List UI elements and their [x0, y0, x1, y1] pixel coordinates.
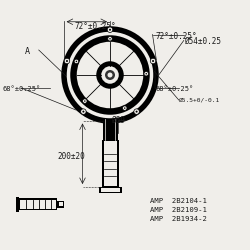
Circle shape [82, 99, 87, 103]
Circle shape [108, 36, 112, 41]
Text: 72°±0.25°: 72°±0.25° [155, 32, 196, 41]
Bar [19, 198, 58, 210]
Bar [16, 197, 19, 212]
Circle shape [134, 109, 139, 114]
Text: 72°±0.25°: 72°±0.25° [74, 22, 116, 31]
Circle shape [152, 60, 154, 62]
Text: 68°±0.25°: 68°±0.25° [2, 86, 41, 92]
Circle shape [81, 109, 86, 114]
Circle shape [150, 58, 156, 64]
Circle shape [109, 29, 111, 31]
Text: AMP  2B2104-1: AMP 2B2104-1 [150, 198, 207, 204]
Text: 200±20: 200±20 [58, 152, 85, 161]
Circle shape [124, 107, 126, 109]
Bar [104, 141, 117, 186]
Circle shape [107, 27, 113, 32]
Circle shape [96, 61, 124, 89]
Circle shape [67, 32, 153, 118]
Bar [100, 188, 119, 192]
Bar [58, 201, 64, 207]
Circle shape [108, 72, 112, 78]
Circle shape [82, 110, 84, 112]
Bar [20, 200, 56, 208]
Circle shape [109, 38, 111, 40]
Circle shape [136, 110, 138, 112]
Text: Ø69: Ø69 [110, 116, 124, 125]
Circle shape [122, 106, 127, 110]
Bar [58, 202, 62, 206]
Bar [102, 140, 118, 187]
Circle shape [144, 72, 148, 76]
Circle shape [105, 70, 115, 80]
Text: AMP  2B2109-1: AMP 2B2109-1 [150, 207, 207, 213]
Circle shape [146, 73, 147, 74]
Circle shape [74, 59, 79, 64]
Circle shape [64, 58, 70, 64]
Circle shape [61, 26, 159, 124]
Circle shape [77, 42, 143, 108]
Circle shape [76, 61, 77, 62]
Bar [102, 119, 118, 140]
Bar [98, 187, 122, 193]
Circle shape [66, 60, 68, 62]
Circle shape [84, 100, 86, 102]
Text: AMP  2B1934-2: AMP 2B1934-2 [150, 216, 207, 222]
Circle shape [70, 35, 150, 115]
Text: Ø54±0.25: Ø54±0.25 [184, 37, 221, 46]
Circle shape [101, 66, 119, 84]
Text: A: A [25, 47, 30, 56]
Text: 68°±0.25°: 68°±0.25° [155, 86, 193, 92]
Text: Ø5.5+0/-0.1: Ø5.5+0/-0.1 [179, 98, 220, 103]
